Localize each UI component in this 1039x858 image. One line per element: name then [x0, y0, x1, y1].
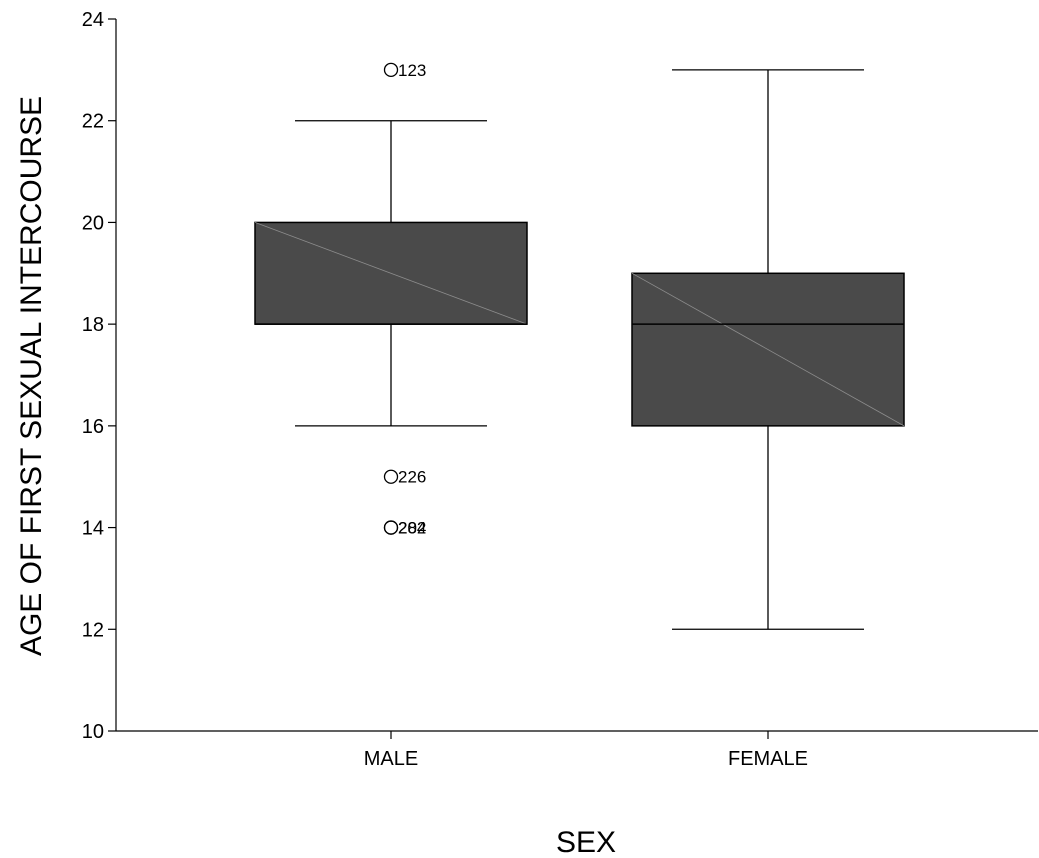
x-category-label: MALE [364, 748, 418, 770]
y-tick-label: 22 [82, 111, 104, 133]
y-tick-label: 16 [82, 416, 104, 438]
y-tick-label: 24 [82, 9, 104, 31]
x-category-label: FEMALE [728, 748, 808, 770]
outlier-label: 202 [398, 519, 426, 538]
outlier-point [383, 520, 399, 535]
outlier-label: 284 [398, 519, 426, 538]
outlier-label: 226 [398, 468, 426, 487]
outlier-point [383, 469, 399, 484]
x-axis-title: SEX [556, 826, 616, 858]
y-tick-label: 12 [82, 619, 104, 641]
box-diagonal [254, 222, 528, 325]
y-tick-label: 20 [82, 212, 104, 234]
y-axis-title: AGE OF FIRST SEXUAL INTERCOURSE [15, 96, 48, 656]
y-tick-label: 10 [82, 721, 104, 743]
y-tick-label: 18 [82, 314, 104, 336]
box-diagonal [631, 272, 905, 427]
y-tick-label: 14 [82, 518, 104, 540]
outlier-point [383, 62, 399, 78]
outlier-label: 123 [398, 61, 426, 80]
